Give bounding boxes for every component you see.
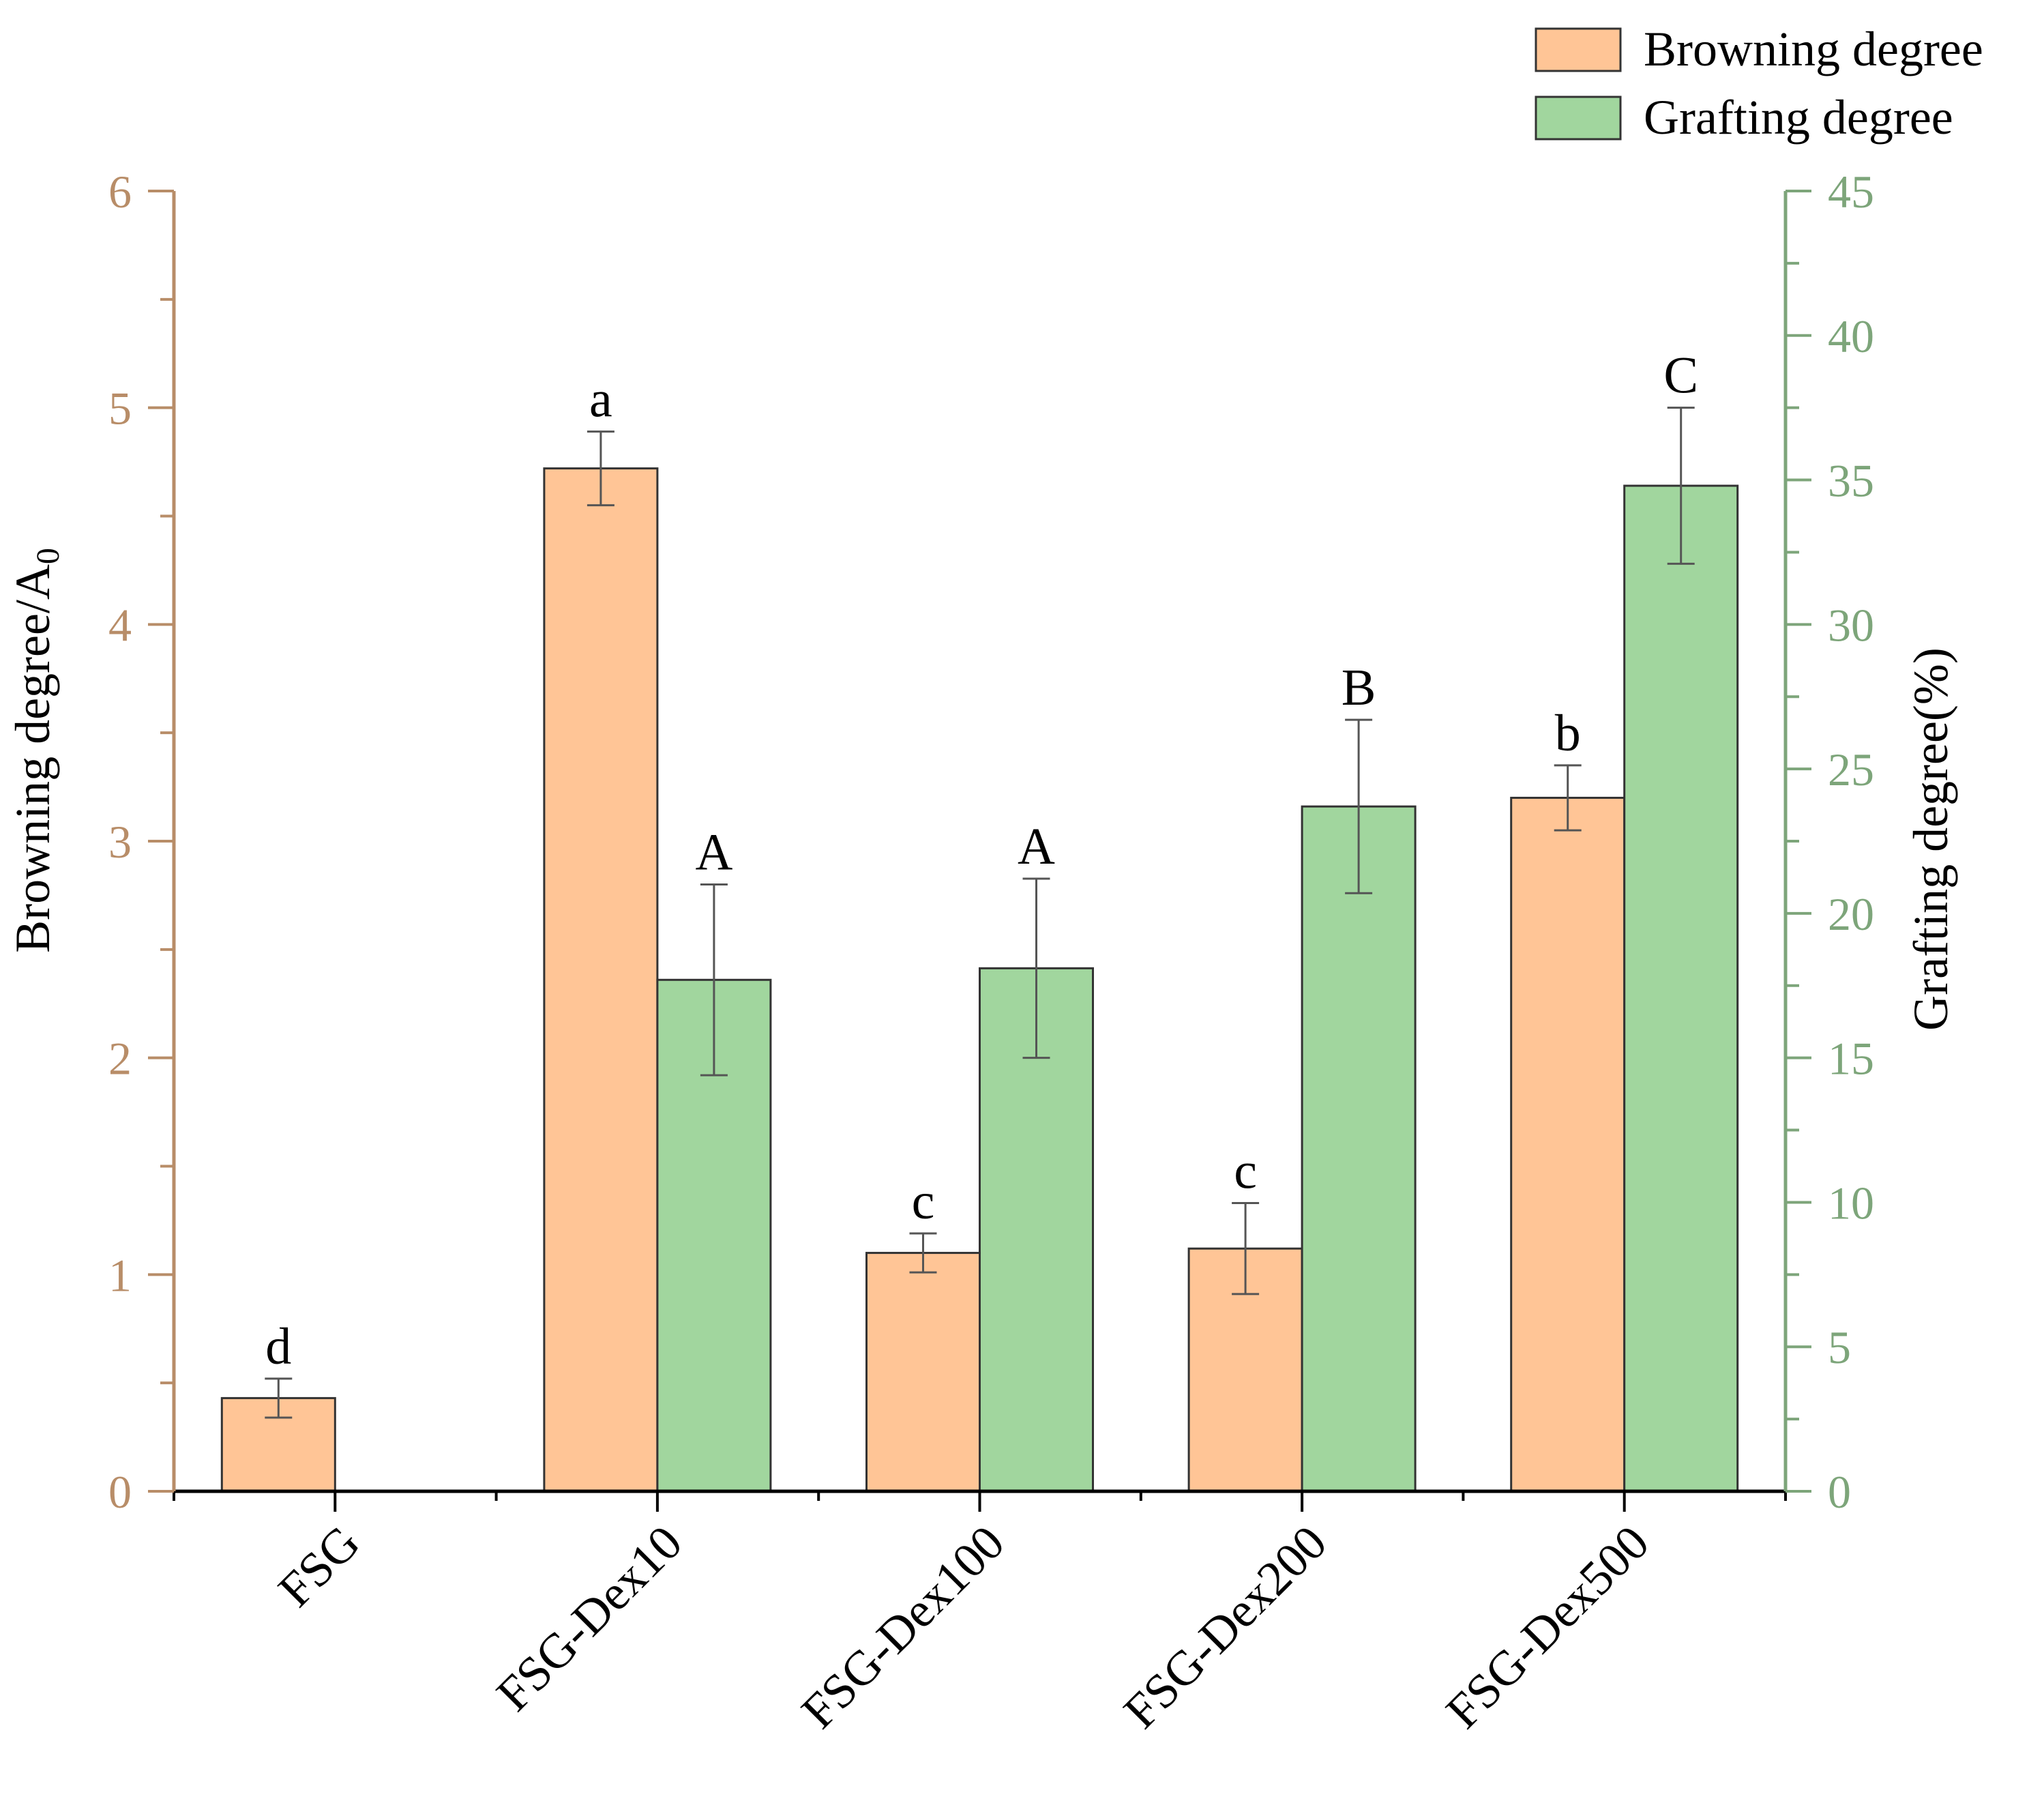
significance-letter-grafting-3: B: [1342, 659, 1376, 716]
y-left-tick-label-2: 2: [108, 1033, 132, 1085]
error-bar-browning-1: [587, 430, 614, 507]
y-right-tick-label-3: 15: [1828, 1033, 1874, 1085]
bar-browning-4: [1510, 796, 1626, 1493]
x-tick-label-0: FSG: [268, 1515, 370, 1617]
significance-letter-browning-2: c: [912, 1173, 935, 1230]
y-right-tick-label-7: 35: [1828, 455, 1874, 507]
legend-swatch-grafting: [1535, 96, 1622, 141]
legend-swatch-browning: [1535, 27, 1622, 72]
y-right-tick-label-8: 40: [1828, 310, 1874, 362]
y-left-tick-label-4: 4: [108, 599, 132, 651]
error-bar-grafting-3: [1345, 718, 1373, 894]
significance-letter-browning-0: d: [265, 1318, 291, 1375]
legend-label-browning: Browning degree: [1644, 22, 1983, 76]
error-bar-browning-2: [909, 1232, 937, 1274]
bar-browning-1: [543, 467, 659, 1493]
legend-label-grafting: Grafting degree: [1644, 90, 1953, 145]
y-left-tick-label-5: 5: [108, 383, 132, 435]
y-right-tick-label-0: 0: [1828, 1466, 1851, 1518]
error-bar-browning-4: [1554, 764, 1582, 832]
y-right-tick-label-6: 30: [1828, 599, 1874, 651]
error-bar-grafting-4: [1667, 407, 1695, 565]
y-right-tick-label-2: 10: [1828, 1177, 1874, 1229]
error-bar-browning-0: [265, 1377, 293, 1419]
bar-browning-2: [865, 1252, 981, 1493]
significance-letter-grafting-4: C: [1663, 347, 1698, 405]
x-tick-label-4: FSG-Dex500: [1436, 1515, 1659, 1739]
error-bars-layer: [265, 407, 1695, 1419]
significance-letters-layer: d a Ac Ac Bb C: [265, 347, 1698, 1375]
y-left-tick-label-1: 1: [108, 1249, 132, 1301]
significance-letter-browning-1: a: [589, 371, 612, 428]
error-bar-browning-3: [1232, 1202, 1260, 1295]
y-left-tick-label-3: 3: [108, 816, 132, 868]
significance-letter-grafting-2: A: [1018, 818, 1055, 875]
x-tick-label-1: FSG-Dex10: [486, 1515, 693, 1722]
error-bar-grafting-1: [700, 883, 728, 1077]
legend: Browning degree Grafting degree: [1535, 22, 1983, 145]
significance-letter-grafting-1: A: [695, 824, 732, 881]
y-axis-left-title-main: Browning degree/A: [5, 564, 60, 953]
significance-letter-browning-3: c: [1234, 1143, 1257, 1200]
x-tick-label-2: FSG-Dex100: [791, 1515, 1015, 1739]
error-bar-grafting-2: [1022, 877, 1050, 1059]
x-tick-label-3: FSG-Dex200: [1113, 1515, 1337, 1739]
y-right-tick-label-9: 45: [1828, 166, 1874, 218]
y-axis-left-title-subscript: 0: [30, 548, 66, 564]
y-right-tick-label-5: 25: [1828, 744, 1874, 795]
bar-grafting-4: [1623, 484, 1739, 1493]
y-axis-right-title: Grafting degree(%): [1904, 647, 1958, 1031]
significance-letter-browning-4: b: [1555, 705, 1581, 762]
y-left-tick-label-0: 0: [108, 1466, 132, 1518]
y-right-tick-label-4: 20: [1828, 888, 1874, 940]
y-axis-left-title: Browning degree/A0: [5, 548, 66, 953]
bars-layer: [220, 467, 1739, 1493]
bar-grafting-3: [1301, 805, 1417, 1493]
y-right-tick-label-1: 5: [1828, 1321, 1851, 1373]
y-left-tick-label-6: 6: [108, 166, 132, 218]
